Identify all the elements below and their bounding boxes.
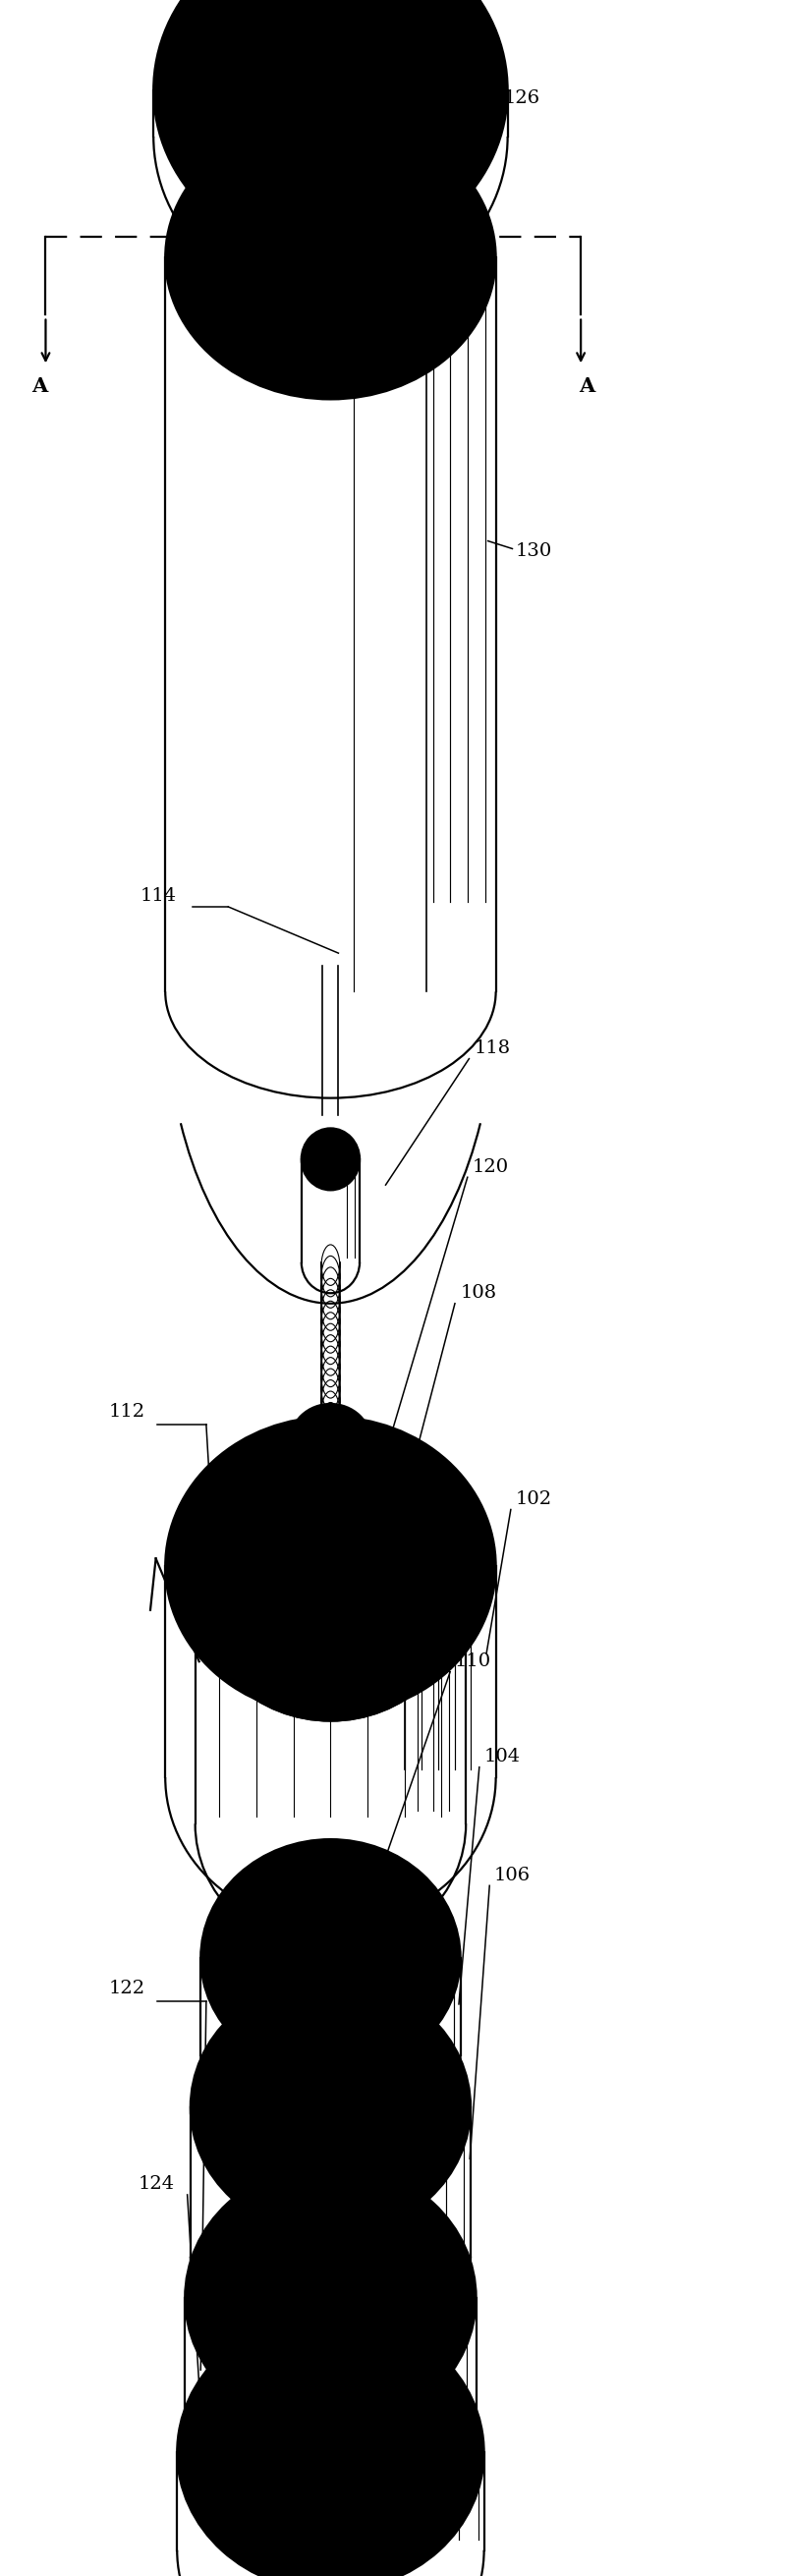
- Ellipse shape: [279, 1899, 382, 1991]
- Ellipse shape: [187, 134, 475, 381]
- Ellipse shape: [201, 1839, 460, 2076]
- Text: 122: 122: [109, 1981, 145, 1996]
- Text: 114: 114: [140, 889, 176, 904]
- Ellipse shape: [177, 2313, 484, 2576]
- Text: A: A: [579, 376, 595, 397]
- Text: 126: 126: [504, 90, 540, 106]
- Text: A: A: [31, 376, 47, 397]
- Ellipse shape: [315, 1139, 346, 1180]
- Ellipse shape: [217, 1484, 444, 1700]
- Text: 110: 110: [455, 1654, 491, 1669]
- Ellipse shape: [277, 75, 384, 198]
- Ellipse shape: [318, 1510, 343, 1556]
- Text: 112: 112: [109, 1404, 145, 1419]
- Ellipse shape: [195, 1463, 466, 1721]
- Ellipse shape: [260, 1525, 401, 1659]
- Ellipse shape: [282, 1546, 379, 1638]
- Ellipse shape: [190, 1978, 471, 2236]
- Text: 106: 106: [494, 1868, 530, 1883]
- Ellipse shape: [272, 1504, 389, 1628]
- Ellipse shape: [290, 1404, 371, 1481]
- Text: 118: 118: [474, 1041, 510, 1056]
- Ellipse shape: [153, 0, 508, 258]
- Ellipse shape: [290, 1494, 371, 1571]
- Ellipse shape: [250, 1870, 411, 2045]
- Ellipse shape: [165, 1417, 496, 1716]
- Ellipse shape: [279, 2105, 313, 2197]
- Ellipse shape: [165, 116, 496, 399]
- Ellipse shape: [214, 1461, 447, 1672]
- Text: 102: 102: [515, 1492, 552, 1507]
- Text: 124: 124: [138, 2177, 174, 2192]
- Text: 120: 120: [472, 1159, 508, 1175]
- Text: 104: 104: [484, 1749, 520, 1765]
- Ellipse shape: [301, 95, 360, 178]
- Ellipse shape: [313, 1855, 348, 1906]
- Ellipse shape: [260, 188, 401, 330]
- Ellipse shape: [282, 1901, 379, 2014]
- Ellipse shape: [185, 2164, 476, 2432]
- Ellipse shape: [238, 1504, 423, 1680]
- Ellipse shape: [318, 1417, 343, 1468]
- Ellipse shape: [195, 1463, 466, 1721]
- Text: 130: 130: [515, 544, 552, 559]
- Text: 108: 108: [460, 1285, 497, 1301]
- Ellipse shape: [297, 1844, 364, 1917]
- Ellipse shape: [301, 1128, 360, 1190]
